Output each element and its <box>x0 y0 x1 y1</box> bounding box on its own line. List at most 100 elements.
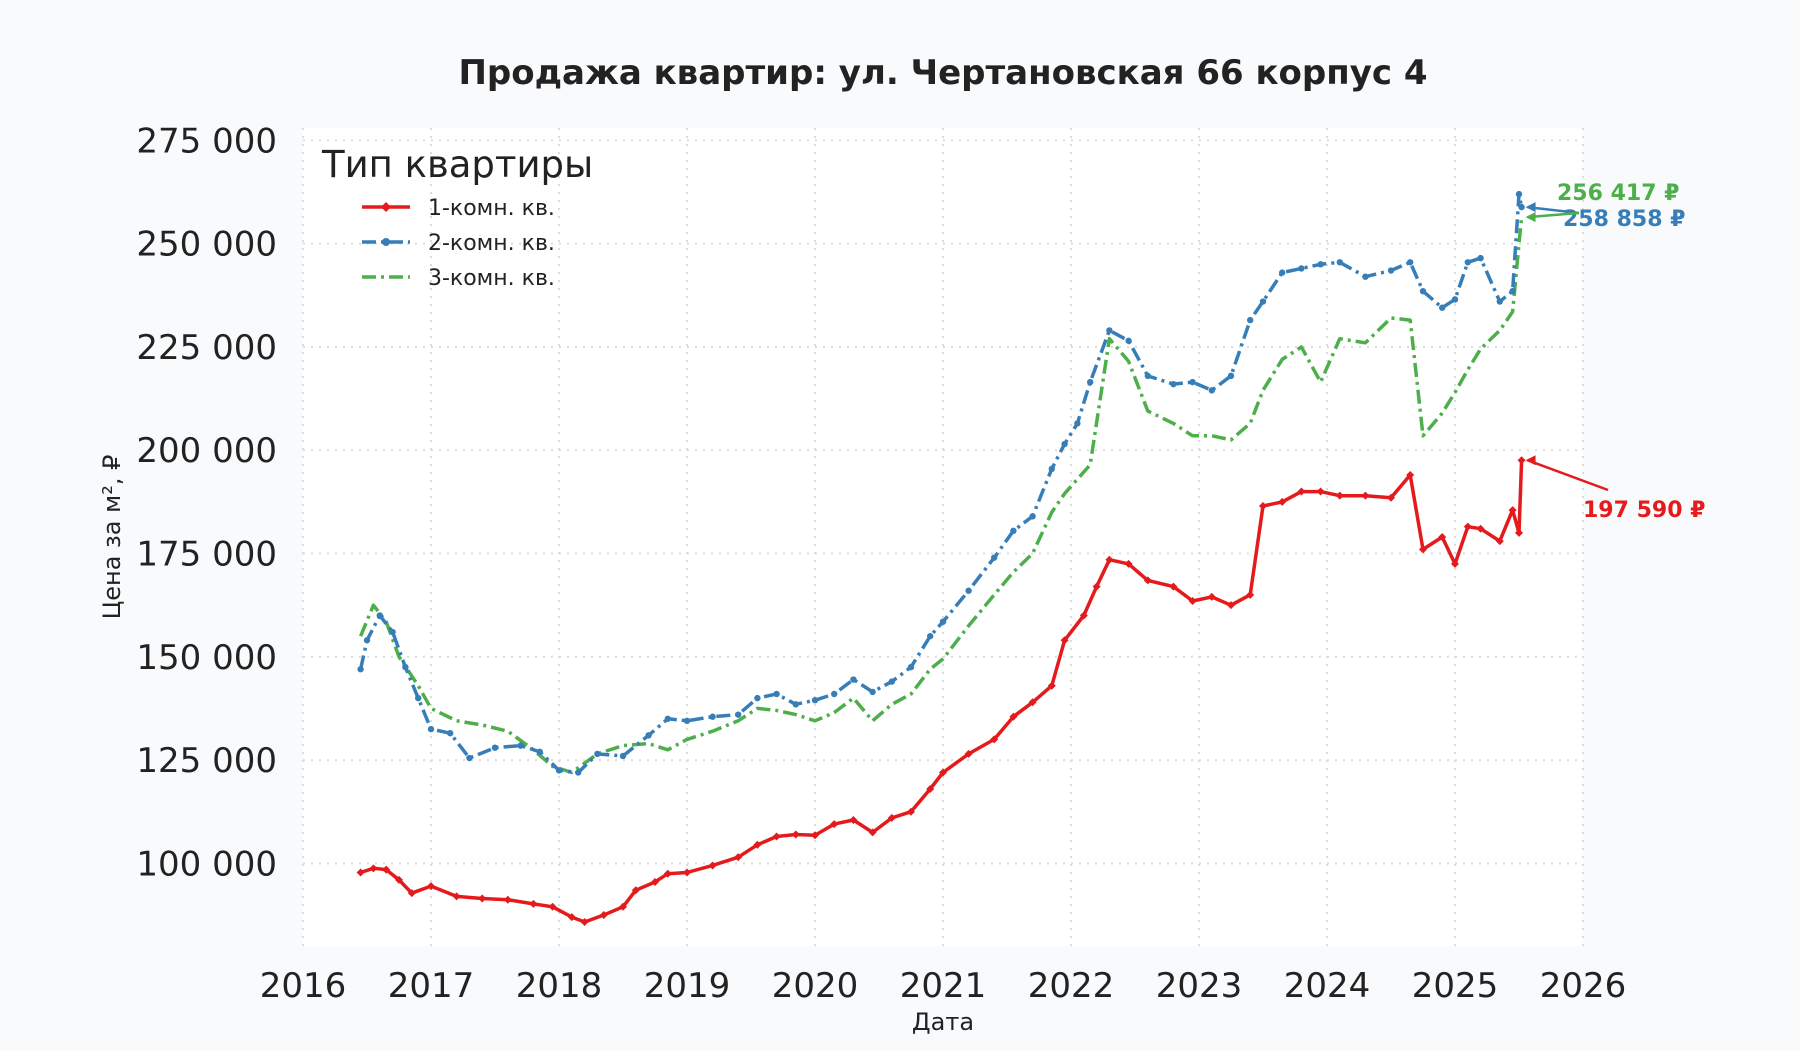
data-point <box>1464 259 1472 266</box>
data-point <box>1047 681 1056 690</box>
y-tick-label: 250 000 <box>136 225 277 265</box>
data-point <box>1144 372 1152 380</box>
end-label-arrow <box>1527 205 1580 215</box>
data-point <box>1438 533 1447 541</box>
legend-title: Тип квартиры <box>321 143 593 186</box>
data-point <box>887 813 896 822</box>
data-point <box>1476 524 1485 533</box>
data-point <box>1074 420 1081 427</box>
end-label-arrowhead <box>1525 202 1536 213</box>
data-point <box>927 632 934 640</box>
data-point <box>1010 527 1017 535</box>
data-point <box>1279 269 1286 276</box>
data-point <box>1517 456 1526 465</box>
data-point <box>1316 487 1325 496</box>
data-point <box>869 688 876 696</box>
data-point <box>1298 265 1305 272</box>
data-point <box>1496 298 1504 305</box>
x-tick-label: 2019 <box>644 966 731 1006</box>
data-point <box>965 587 972 594</box>
data-point <box>664 715 671 722</box>
legend-marker <box>381 202 391 212</box>
data-point <box>888 678 895 685</box>
data-point <box>1515 190 1523 198</box>
data-point <box>1387 493 1395 502</box>
data-point <box>1439 304 1446 311</box>
end-label: 197 590 ₽ <box>1583 498 1705 523</box>
data-point <box>926 785 935 794</box>
data-point <box>619 902 627 911</box>
data-point <box>466 754 473 762</box>
legend-item: 2-комн. кв. <box>362 231 555 256</box>
data-point <box>939 618 947 625</box>
data-point <box>735 711 742 718</box>
data-point <box>382 865 391 874</box>
data-point <box>811 696 819 704</box>
data-point <box>1106 327 1113 334</box>
data-point <box>1028 698 1037 707</box>
x-tick-label: 2022 <box>1028 966 1115 1006</box>
legend-marker <box>382 238 390 246</box>
data-point <box>1105 555 1114 564</box>
data-point <box>990 735 999 744</box>
data-point <box>594 750 601 758</box>
data-point <box>991 554 998 561</box>
end-label-arrowhead <box>1525 455 1536 466</box>
data-point <box>567 913 576 922</box>
data-point <box>1188 597 1197 606</box>
data-point <box>478 894 487 903</box>
data-point <box>1419 287 1427 295</box>
data-point <box>1227 372 1235 380</box>
chart-title: Продажа квартир: ул. Чертановская 66 кор… <box>458 53 1427 93</box>
legend-label: 2-комн. кв. <box>428 231 555 256</box>
data-point <box>402 663 409 671</box>
data-point <box>1297 487 1306 496</box>
data-point <box>1009 712 1018 721</box>
end-label: 256 417 ₽ <box>1557 181 1679 206</box>
y-axis-title: Цена за м², ₽ <box>98 455 126 620</box>
data-point <box>1451 296 1459 303</box>
data-point <box>363 637 371 644</box>
data-point <box>503 895 512 904</box>
end-label-arrow <box>1527 211 1580 219</box>
data-point <box>376 612 383 619</box>
data-point <box>1227 601 1235 610</box>
data-point <box>1208 387 1216 394</box>
x-tick-label: 2020 <box>772 966 859 1006</box>
data-point <box>849 815 858 824</box>
data-point <box>1247 316 1254 324</box>
data-point <box>1477 254 1484 262</box>
data-point <box>517 742 524 749</box>
data-point <box>1278 497 1287 506</box>
data-point <box>1508 506 1517 515</box>
data-point <box>529 899 538 908</box>
data-point <box>1509 287 1516 295</box>
data-point <box>964 749 973 758</box>
x-tick-label: 2021 <box>900 966 987 1006</box>
data-point <box>1189 378 1196 386</box>
data-point <box>1317 261 1324 268</box>
series-3 <box>358 217 1524 775</box>
y-axis-ticks: 100 000 125 000 150 000 175 000 200 000 225 0… <box>136 121 277 884</box>
data-point <box>754 694 761 702</box>
series-1 <box>356 456 1526 927</box>
end-label: 258 858 ₽ <box>1563 207 1685 232</box>
data-point <box>1029 513 1036 520</box>
x-axis-ticks: 2016 2017 2018 2019 2020 2021 2022 2023 2024 2025… <box>260 966 1627 1006</box>
x-tick-label: 2017 <box>388 966 475 1006</box>
data-point <box>631 886 640 895</box>
legend: Тип квартиры 1-комн. кв. 2-комн. кв. 3-ком… <box>321 143 593 291</box>
data-point <box>555 767 563 774</box>
series-layer <box>356 190 1526 927</box>
end-labels: 197 590 ₽ 258 858 ₽256 417 ₽ <box>1525 181 1705 523</box>
grid <box>302 128 1584 946</box>
y-tick-label: 275 000 <box>136 121 277 161</box>
data-point <box>850 676 857 683</box>
y-tick-label: 200 000 <box>136 431 277 471</box>
data-point <box>811 831 819 840</box>
data-point <box>1387 267 1395 274</box>
series-2 <box>357 190 1525 776</box>
y-tick-label: 150 000 <box>136 638 277 678</box>
data-point <box>389 628 396 636</box>
